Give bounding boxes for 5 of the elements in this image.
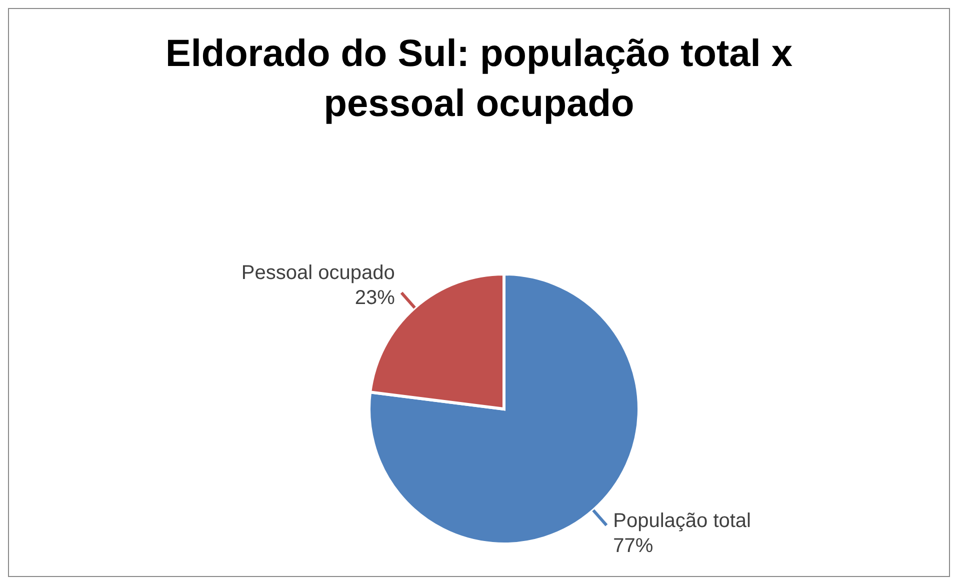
data-label: 23%	[354, 287, 396, 310]
slice-label: População total	[613, 510, 752, 532]
data-label: 77%	[613, 534, 654, 557]
chart-title: Eldorado do Sul: população total x pessoal ocupado	[164, 32, 794, 127]
slice-label: Pessoal ocupado	[241, 262, 395, 284]
